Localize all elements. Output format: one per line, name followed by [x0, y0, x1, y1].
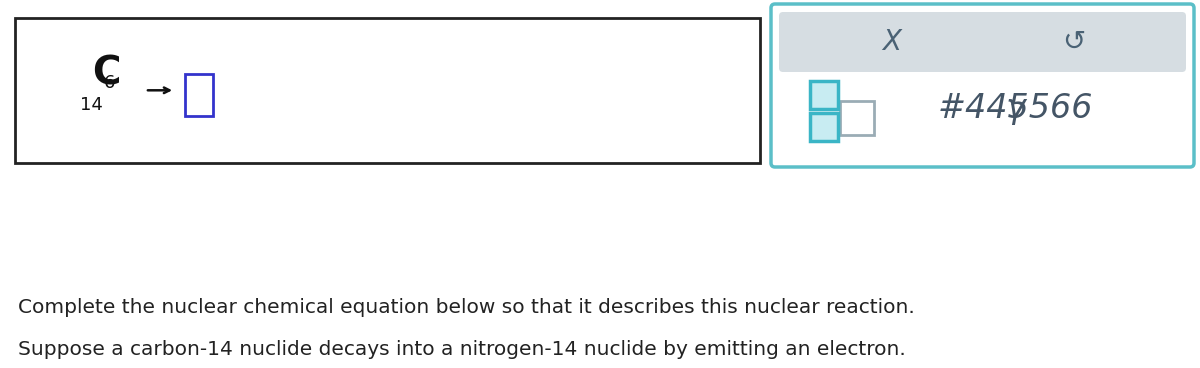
Text: 6: 6 — [104, 74, 115, 92]
FancyBboxPatch shape — [779, 12, 1186, 72]
Text: ↺: ↺ — [1062, 28, 1086, 56]
Text: X: X — [882, 28, 901, 56]
Bar — [185, 74, 214, 116]
Text: C: C — [92, 54, 120, 92]
Text: #445566: #445566 — [938, 92, 1093, 125]
Text: Suppose a carbon-14 nuclide decays into a nitrogen-14 nuclide by emitting an ele: Suppose a carbon-14 nuclide decays into … — [18, 340, 906, 359]
FancyBboxPatch shape — [772, 4, 1194, 167]
Bar — [810, 113, 838, 141]
Bar — [810, 81, 838, 109]
Bar — [14, 18, 760, 163]
Bar — [840, 101, 874, 135]
Text: Complete the nuclear chemical equation below so that it describes this nuclear r: Complete the nuclear chemical equation b… — [18, 298, 914, 317]
Text: γ: γ — [1006, 92, 1026, 125]
Text: 14: 14 — [80, 96, 103, 114]
